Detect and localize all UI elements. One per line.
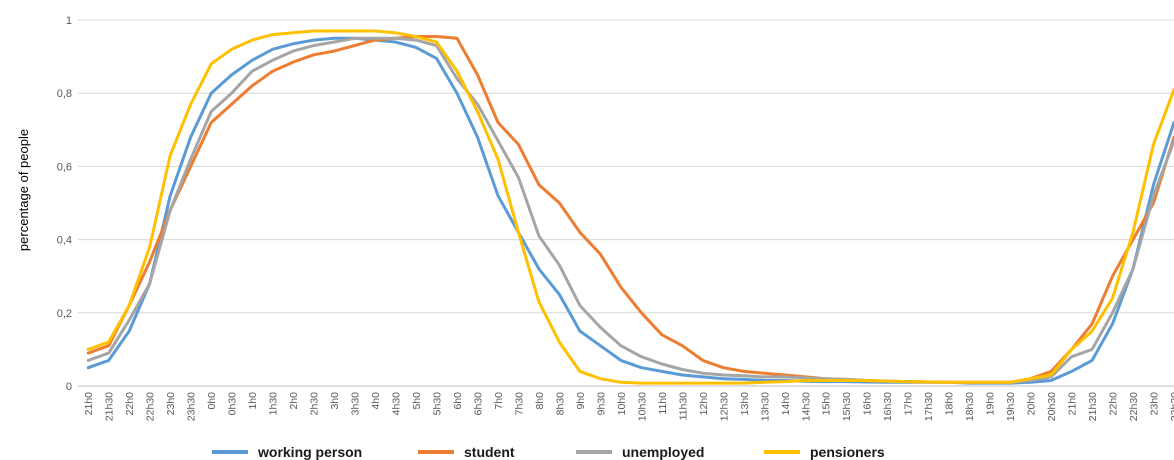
x-tick-label: 23h0 (165, 392, 177, 416)
legend: working person student unemployed pensioner… (212, 444, 885, 460)
x-tick-label: 11h0 (657, 392, 669, 415)
series-line-pensioners (86, 29, 1174, 385)
gridlines (78, 19, 1174, 387)
y-tick-labels: 0 0,2 0,4 0,6 0,8 1 (57, 15, 72, 393)
legend-label: unemployed (622, 444, 704, 460)
legend-label: student (464, 444, 515, 460)
x-tick-label: 4h0 (370, 392, 382, 410)
x-tick-label: 11h30 (677, 392, 689, 421)
y-tick-label: 0,2 (57, 308, 72, 320)
x-tick-label: 22h30 (1128, 392, 1140, 421)
x-tick-label: 5h30 (432, 392, 444, 416)
x-tick-label: 14h0 (780, 392, 792, 416)
x-tick-label: 22h0 (124, 392, 136, 416)
series-line-working-person (86, 36, 1174, 385)
x-tick-label: 21h30 (1087, 392, 1099, 421)
x-tick-label: 13h30 (759, 392, 771, 421)
x-tick-label: 15h30 (841, 392, 853, 421)
x-tick-label: 20h30 (1046, 392, 1058, 421)
x-tick-label: 21h0 (1067, 392, 1079, 416)
x-tick-label: 13h0 (739, 392, 751, 416)
x-tick-label: 1h0 (247, 392, 259, 410)
x-tick-label: 23h30 (1169, 392, 1174, 421)
x-tick-label: 20h0 (1026, 392, 1038, 416)
x-tick-label: 3h30 (350, 392, 362, 416)
x-tick-label: 4h30 (391, 392, 403, 416)
y-tick-label: 0,4 (57, 235, 72, 247)
x-tick-label: 21h30 (104, 392, 116, 421)
x-tick-label: 1h30 (268, 392, 280, 416)
x-tick-label: 7h30 (513, 392, 525, 416)
x-tick-label: 17h0 (903, 392, 915, 416)
x-tick-label: 10h0 (616, 392, 628, 416)
x-tick-label: 6h0 (452, 392, 464, 410)
legend-label: working person (257, 444, 362, 460)
x-tick-label: 5h0 (411, 392, 423, 410)
x-tick-label: 3h0 (329, 392, 341, 410)
x-tick-label: 2h30 (309, 392, 321, 416)
x-tick-label: 16h0 (862, 392, 874, 416)
x-tick-label: 12h0 (698, 392, 710, 416)
x-tick-label: 19h30 (1005, 392, 1017, 421)
x-tick-label: 6h30 (472, 392, 484, 416)
x-tick-label: 21h0 (83, 392, 95, 416)
x-tick-labels: 21h0 21h30 22h0 22h30 23h0 23h30 0h0 0h30 1h0 1h3… (83, 392, 1174, 421)
y-tick-label: 0 (66, 381, 72, 393)
x-tick-label: 10h30 (636, 392, 648, 421)
x-tick-label: 8h0 (534, 392, 546, 410)
x-tick-label: 9h0 (575, 392, 587, 410)
x-tick-label: 16h30 (882, 392, 894, 421)
x-tick-label: 23h30 (186, 392, 198, 421)
x-tick-label: 8h30 (554, 392, 566, 416)
x-tick-label: 19h0 (985, 392, 997, 416)
x-tick-label: 0h0 (206, 392, 218, 410)
x-tick-label: 15h0 (821, 392, 833, 416)
x-tick-label: 14h30 (800, 392, 812, 421)
x-tick-label: 9h30 (595, 392, 607, 416)
x-tick-label: 7h0 (493, 392, 505, 410)
y-tick-label: 0,8 (57, 88, 72, 100)
series-lines (86, 29, 1174, 385)
y-tick-label: 1 (66, 15, 72, 27)
x-tick-label: 2h0 (288, 392, 300, 410)
series-line-unemployed (86, 36, 1174, 384)
legend-label: pensioners (810, 444, 885, 460)
x-tick-label: 18h30 (964, 392, 976, 421)
y-tick-label: 0,6 (57, 161, 72, 173)
y-axis-label: percentage of people (16, 129, 31, 251)
x-tick-label: 18h0 (944, 392, 956, 416)
x-tick-label: 12h30 (718, 392, 730, 421)
x-tick-label: 22h30 (145, 392, 157, 421)
x-tick-label: 17h30 (923, 392, 935, 421)
x-tick-label: 23h0 (1149, 392, 1161, 416)
series-line-student (86, 35, 1174, 384)
x-tick-label: 0h30 (227, 392, 239, 416)
x-tick-label: 22h0 (1108, 392, 1120, 416)
